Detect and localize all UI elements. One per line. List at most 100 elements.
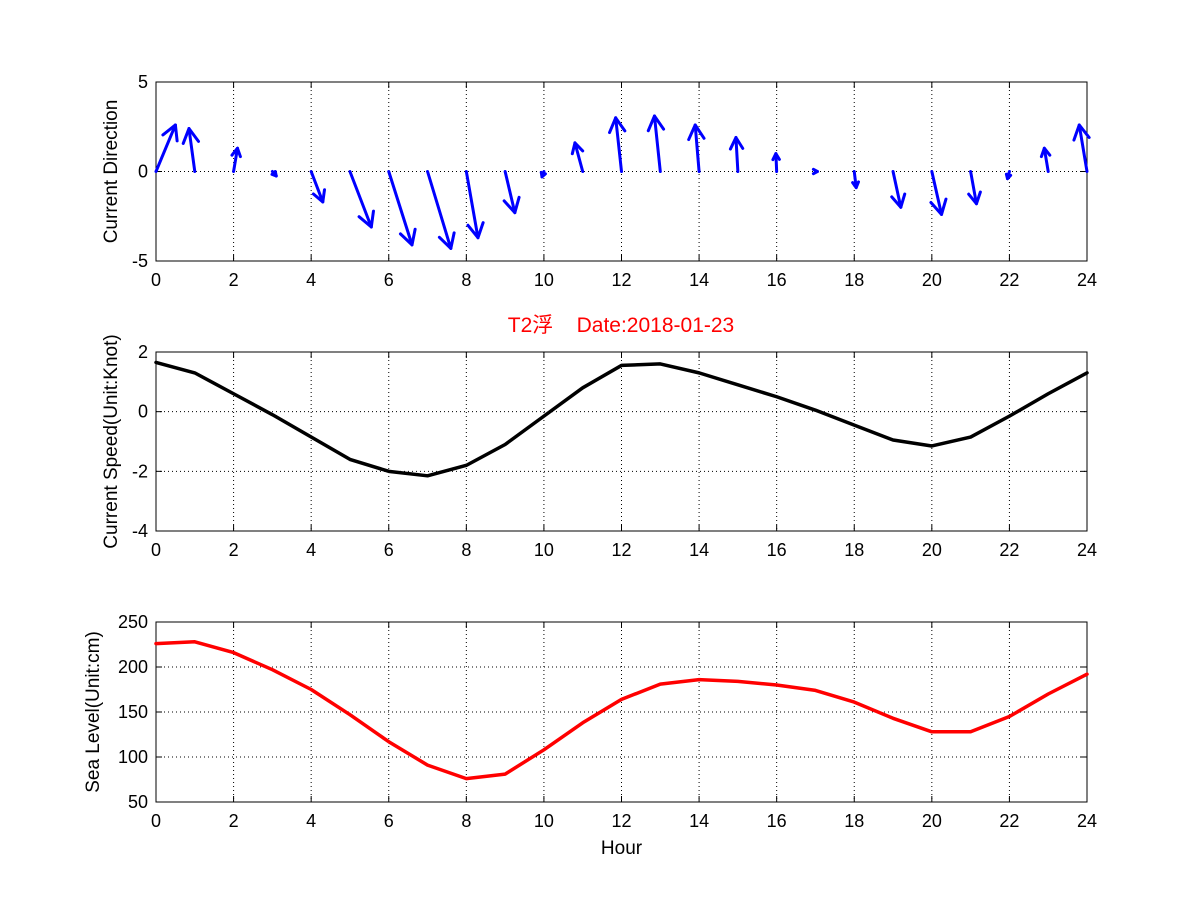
quiver-arrow-shaft xyxy=(187,127,197,173)
x-tick-label: 24 xyxy=(1077,811,1097,831)
quiver-arrow-shaft xyxy=(969,170,978,206)
y-tick-label: 0 xyxy=(138,162,148,182)
x-tick-label: 0 xyxy=(151,540,161,560)
x-tick-label: 8 xyxy=(461,540,471,560)
quiver-arrow-head xyxy=(502,195,521,215)
quiver-arrow-shaft xyxy=(387,170,414,247)
x-tick-label: 20 xyxy=(922,811,942,831)
x-tick-label: 4 xyxy=(306,540,316,560)
quiver-arrow xyxy=(687,123,706,173)
y-axis-label: Current Speed(Unit:Knot) xyxy=(101,334,122,548)
quiver-arrow xyxy=(181,127,200,173)
x-tick-label: 0 xyxy=(151,270,161,290)
quiver-arrow-head xyxy=(967,190,982,206)
y-axis-label: Sea Level(Unit:cm) xyxy=(83,631,104,793)
quiver-arrow-shaft xyxy=(1042,146,1050,173)
quiver-arrow-shaft xyxy=(426,170,453,250)
x-tick-label: 20 xyxy=(922,540,942,560)
quiver-arrow-shaft xyxy=(154,123,177,173)
quiver-arrow xyxy=(646,114,666,173)
x-tick-label: 8 xyxy=(461,270,471,290)
quiver-arrow xyxy=(387,170,417,247)
quiver-arrow-head xyxy=(230,146,242,159)
quiver-arrow-shaft xyxy=(503,170,517,215)
quiver-arrow-head xyxy=(608,116,627,135)
quiver-arrow-shaft xyxy=(734,135,740,173)
y-tick-label: 250 xyxy=(118,612,148,632)
quiver-arrow xyxy=(811,167,819,176)
quiver-arrow xyxy=(728,135,745,173)
quiver-arrow xyxy=(1004,170,1013,181)
quiver-arrow-shaft xyxy=(614,116,623,173)
quiver-arrow-head xyxy=(687,123,706,142)
x-tick-label: 20 xyxy=(922,270,942,290)
y-tick-label: 0 xyxy=(138,402,148,422)
quiver-arrow-head xyxy=(398,227,417,247)
x-tick-label: 8 xyxy=(461,811,471,831)
quiver-arrow xyxy=(1072,123,1091,173)
quiver-arrow-shaft xyxy=(652,114,662,173)
quiver-arrow-shaft xyxy=(891,170,903,209)
x-tick-label: 12 xyxy=(611,270,631,290)
x-tick-label: 22 xyxy=(999,540,1019,560)
quiver-arrow xyxy=(154,123,179,173)
y-tick-label: 50 xyxy=(128,792,148,812)
x-tick-label: 14 xyxy=(689,540,709,560)
x-axis-label: Hour xyxy=(601,838,643,859)
quiver-arrow-shaft xyxy=(348,170,373,229)
quiver-arrow xyxy=(309,170,326,204)
quiver-arrow xyxy=(570,141,585,173)
quiver-arrow-head xyxy=(181,127,200,145)
quiver-arrow-head xyxy=(357,209,375,229)
x-tick-label: 18 xyxy=(844,811,864,831)
x-tick-label: 22 xyxy=(999,811,1019,831)
quiver-arrow-shaft xyxy=(573,141,585,173)
quiver-arrow-head xyxy=(811,167,819,176)
y-tick-label: 100 xyxy=(118,747,148,767)
x-tick-label: 6 xyxy=(384,270,394,290)
quiver-arrow-head xyxy=(929,197,948,216)
quiver-arrow-head xyxy=(539,170,547,179)
x-tick-label: 10 xyxy=(534,270,554,290)
quiver-arrow-head xyxy=(1072,123,1091,142)
x-tick-label: 10 xyxy=(534,811,554,831)
quiver-arrow xyxy=(608,116,627,173)
y-tick-label: 200 xyxy=(118,657,148,677)
quiver-arrow-shaft xyxy=(309,170,325,204)
x-tick-label: 24 xyxy=(1077,540,1097,560)
quiver-arrow-head xyxy=(161,123,179,143)
y-tick-label: -2 xyxy=(132,461,148,481)
quiver-arrow-head xyxy=(437,231,456,250)
x-tick-label: 10 xyxy=(534,540,554,560)
x-tick-label: 6 xyxy=(384,811,394,831)
quiver-arrow xyxy=(464,170,485,240)
x-tick-label: 0 xyxy=(151,811,161,831)
quiver-arrow-head xyxy=(311,188,326,204)
x-tick-label: 24 xyxy=(1077,270,1097,290)
quiver-arrow xyxy=(502,170,521,215)
x-tick-label: 14 xyxy=(689,811,709,831)
quiver-arrow xyxy=(539,170,547,179)
x-tick-label: 2 xyxy=(229,811,239,831)
y-tick-label: 2 xyxy=(138,342,148,362)
x-tick-label: 22 xyxy=(999,270,1019,290)
quiver-arrow xyxy=(426,170,456,250)
x-tick-label: 12 xyxy=(611,540,631,560)
x-tick-label: 16 xyxy=(767,540,787,560)
quiver-arrow-head xyxy=(890,192,907,209)
quiver-arrow xyxy=(771,152,781,173)
sea-level-line xyxy=(154,640,1089,781)
quiver-arrow xyxy=(967,170,982,206)
figure-title: T2浮 Date:2018-01-23 xyxy=(508,314,734,337)
x-tick-label: 6 xyxy=(384,540,394,560)
quiver-series xyxy=(154,114,1091,250)
quiver-arrow xyxy=(348,170,375,229)
y-tick-label: -5 xyxy=(132,251,148,271)
x-tick-label: 2 xyxy=(229,270,239,290)
quiver-arrow-head xyxy=(646,114,666,133)
quiver-arrow-head xyxy=(466,221,485,240)
